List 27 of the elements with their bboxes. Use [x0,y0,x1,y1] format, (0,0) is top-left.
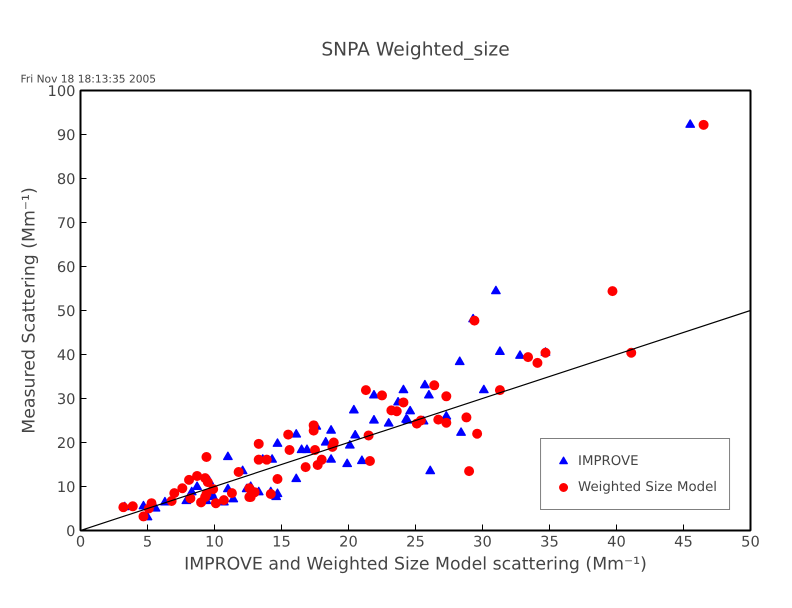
y-tick-label: 30 [56,391,76,408]
legend-label: Weighted Size Model [578,480,717,494]
y-axis-title: Measured Scattering (Mm⁻¹) [20,187,40,434]
x-tick-label: 50 [741,534,760,550]
y-tick-label: 100 [48,83,76,100]
x-tick-label: 10 [205,534,224,550]
legend-label: IMPROVE [578,454,639,468]
y-tick-label: 20 [56,435,76,452]
y-tick-label: 40 [56,347,76,364]
y-tick-label: 80 [56,171,76,188]
y-tick-label: 50 [56,303,76,320]
x-tick-label: 15 [272,534,291,550]
x-tick-label: 40 [607,534,626,550]
x-tick-label: 25 [406,534,425,550]
y-tick-label: 60 [56,259,76,276]
chart-title: SNPA Weighted_size [321,40,510,60]
x-tick-label: 30 [473,534,492,550]
x-axis-title: IMPROVE and Weighted Size Model scattering (Mm⁻¹) [184,554,647,574]
x-tick-label: 45 [674,534,693,550]
text: Fri Nov 18 18:13:35 2005 [20,72,156,86]
y-tick-label: 90 [56,127,76,144]
y-tick-label: 70 [56,215,76,232]
x-tick-label: 35 [540,534,559,550]
x-tick-label: 5 [142,534,152,550]
y-tick-label: 10 [56,479,76,496]
x-tick-label: 20 [339,534,358,550]
y-tick-label: 0 [66,523,76,540]
